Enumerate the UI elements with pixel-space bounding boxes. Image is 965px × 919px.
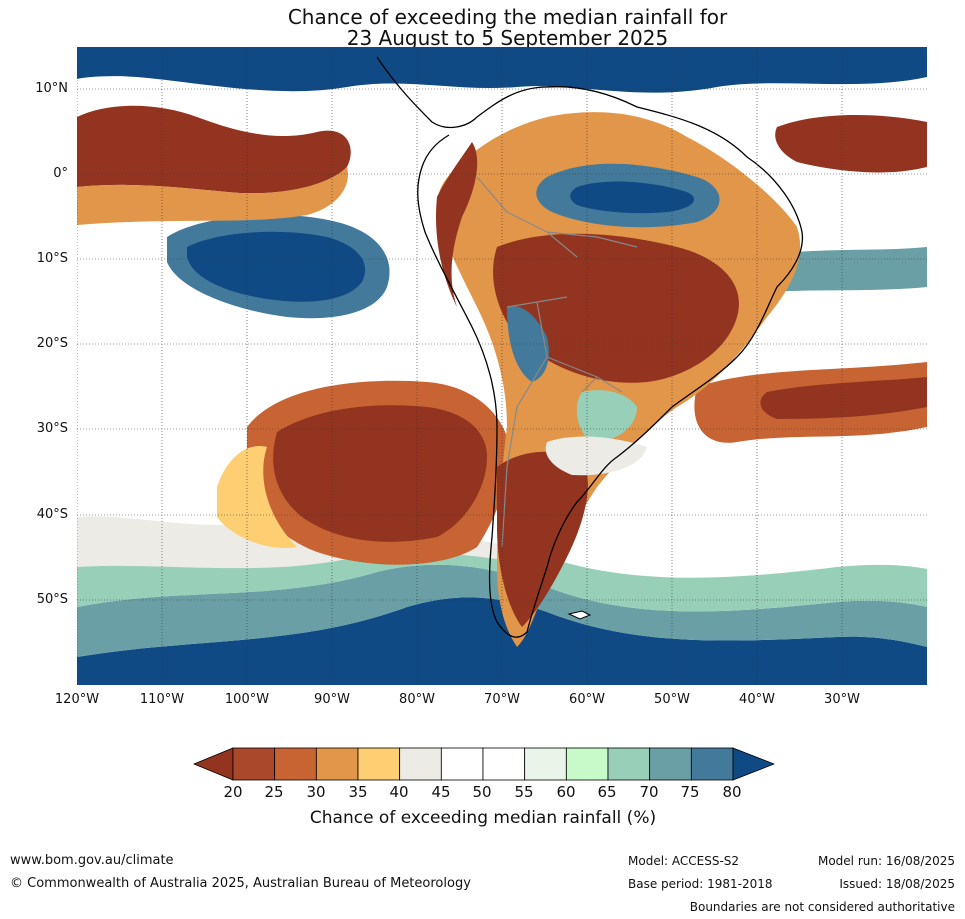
colorbar-swatch xyxy=(690,747,734,781)
colorbar-tick-65: 65 xyxy=(597,783,617,801)
north-pacific-dry-region xyxy=(77,105,351,194)
colorbar-tick-40: 40 xyxy=(389,783,409,801)
south-pacific-light-dry-patch xyxy=(217,446,297,548)
lon-label-100w: 100°W xyxy=(224,692,270,707)
website-link[interactable]: www.bom.gov.au/climate xyxy=(10,853,174,868)
colorbar-label: Chance of exceeding median rainfall (%) xyxy=(309,808,657,828)
colorbar-swatch xyxy=(524,747,567,781)
northeast-dry-patch xyxy=(775,115,927,173)
colorbar-swatch xyxy=(565,747,609,781)
model-run-date: Model run: 16/08/2025 xyxy=(817,854,955,868)
lat-label-40s: 40°S xyxy=(36,507,68,522)
colorbar-swatch xyxy=(315,747,359,781)
north-tropics-wet-band xyxy=(77,47,927,93)
colorbar-swatch xyxy=(482,747,526,781)
colorbar-tick-45: 45 xyxy=(431,783,451,801)
colorbar-tick-60: 60 xyxy=(556,783,576,801)
lon-label-50w: 50°W xyxy=(654,692,690,707)
rainfall-map xyxy=(77,47,927,685)
lon-label-80w: 80°W xyxy=(399,692,435,707)
lon-label-30w: 30°W xyxy=(824,692,860,707)
andes-dry-strip xyxy=(436,142,478,307)
south-atlantic-dry-core xyxy=(760,377,927,419)
colorbar-tick-30: 30 xyxy=(306,783,326,801)
colorbar-swatch xyxy=(607,747,651,781)
colorbar-tick-75: 75 xyxy=(680,783,700,801)
issued-date: Issued: 18/08/2025 xyxy=(839,877,955,891)
copyright-notice: © Commonwealth of Australia 2025, Austra… xyxy=(10,876,471,891)
lon-label-40w: 40°W xyxy=(739,692,775,707)
southern-cone-dry-region xyxy=(497,451,588,627)
colorbar-tick-55: 55 xyxy=(514,783,534,801)
colorbar-tick-35: 35 xyxy=(348,783,368,801)
colorbar-swatch xyxy=(357,747,401,781)
map-title-line-2: 23 August to 5 September 2025 xyxy=(346,26,669,50)
colorbar-swatch xyxy=(440,747,484,781)
colorbar-swatch xyxy=(649,747,692,781)
lat-label-50s: 50°S xyxy=(36,592,68,607)
colorbar-swatch xyxy=(399,747,442,781)
amazon-wet-core xyxy=(570,181,695,214)
colorbar-swatch xyxy=(274,747,317,781)
lon-label-120w: 120°W xyxy=(54,692,100,707)
colorbar-tick-70: 70 xyxy=(639,783,659,801)
base-period: Base period: 1981-2018 xyxy=(628,877,773,891)
lat-label-20s: 20°S xyxy=(36,336,68,351)
country-borders xyxy=(476,176,638,548)
colorbar-tick-50: 50 xyxy=(472,783,492,801)
tropical-pacific-wet-core xyxy=(187,231,366,302)
lon-label-60w: 60°W xyxy=(569,692,605,707)
southern-ocean-teal-band xyxy=(77,564,927,657)
north-pacific-orange-fringe xyxy=(77,167,348,225)
colorbar xyxy=(193,747,775,781)
colorbar-swatch xyxy=(232,747,276,781)
boundaries-disclaimer: Boundaries are not considered authoritat… xyxy=(689,900,955,914)
colorbar-extend-low xyxy=(193,747,234,781)
coastline xyxy=(376,56,804,638)
lon-label-110w: 110°W xyxy=(139,692,185,707)
lon-label-70w: 70°W xyxy=(484,692,520,707)
map-title-line-1: Chance of exceeding the median rainfall … xyxy=(287,5,728,29)
south-pacific-dry-region-core xyxy=(273,405,487,542)
colorbar-tick-80: 80 xyxy=(722,783,742,801)
colorbar-tick-25: 25 xyxy=(264,783,284,801)
lat-label-0: 0° xyxy=(53,166,68,181)
argentina-light-band xyxy=(545,436,647,476)
rio-de-la-plata-wet-patch xyxy=(576,390,637,442)
falkland-islands xyxy=(567,610,592,620)
lon-label-90w: 90°W xyxy=(314,692,350,707)
lat-label-10s: 10°S xyxy=(36,251,68,266)
lat-label-30s: 30°S xyxy=(36,421,68,436)
brazil-dry-region xyxy=(493,233,739,383)
graticule xyxy=(77,47,927,685)
colorbar-tick-20: 20 xyxy=(223,783,243,801)
map-canvas xyxy=(77,47,927,685)
lat-label-10n: 10°N xyxy=(35,81,68,96)
model-name: Model: ACCESS-S2 xyxy=(628,854,740,868)
colorbar-extend-high xyxy=(732,747,775,781)
